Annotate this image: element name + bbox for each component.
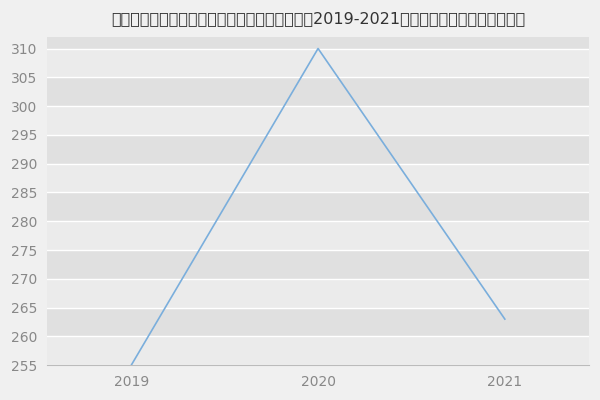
- Bar: [47, 37, 589, 48]
- Bar: [47, 336, 589, 365]
- Bar: [47, 135, 589, 164]
- Title: 福建农林大学艺术学院、园林学院风景园林学（2019-2021历年复试）研究生录取分数线: 福建农林大学艺术学院、园林学院风景园林学（2019-2021历年复试）研究生录取…: [111, 11, 525, 26]
- Bar: [47, 106, 589, 135]
- Bar: [47, 221, 589, 250]
- Bar: [47, 250, 589, 279]
- Bar: [47, 164, 589, 192]
- Bar: [47, 48, 589, 77]
- Bar: [47, 192, 589, 221]
- Bar: [47, 279, 589, 308]
- Bar: [47, 308, 589, 336]
- Bar: [47, 77, 589, 106]
